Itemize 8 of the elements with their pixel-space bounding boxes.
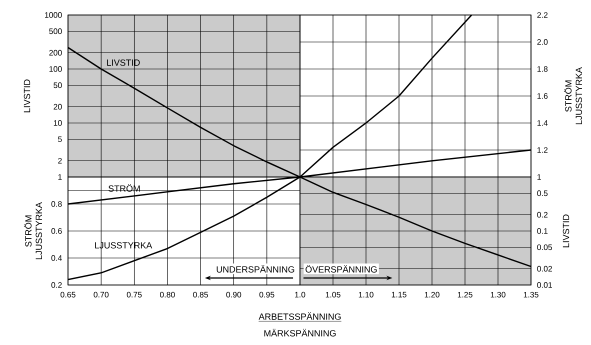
x-axis-title: ARBETSSPÄNNING bbox=[258, 312, 341, 320]
text: MÄRKSPÄNNING bbox=[264, 328, 336, 336]
y-axis-title: LIVSTID bbox=[562, 214, 570, 248]
annotation: UNDERSPÄNNING bbox=[216, 265, 294, 273]
annotation: ÖVERSPÄNNING bbox=[306, 265, 377, 273]
y-axis-title: LIVSTID bbox=[24, 79, 30, 112]
y-axis-title: STRÖM LJUSSTYRKA bbox=[564, 67, 582, 124]
y-axis-title: STRÖM LJUSSTYRKA bbox=[24, 202, 42, 260]
